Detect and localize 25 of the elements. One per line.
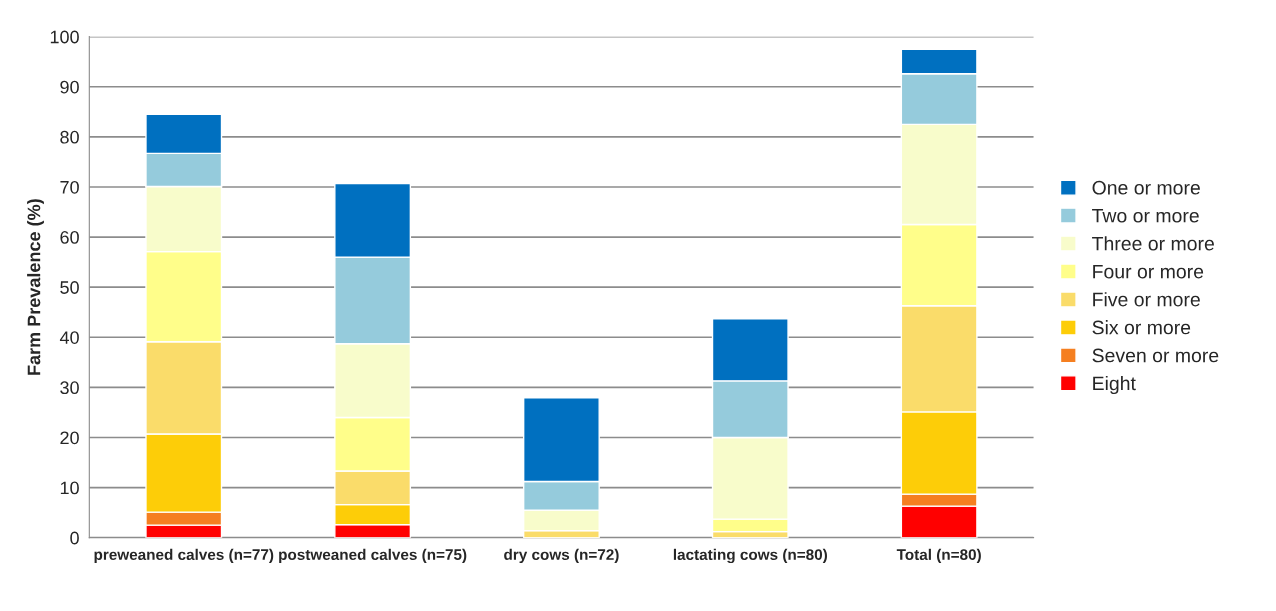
legend-label: Three or more [1092, 236, 1214, 251]
y-tick-label: 0 [70, 531, 79, 545]
y-tick-label: 30 [60, 381, 79, 395]
y-tick-label: 100 [50, 30, 79, 44]
y-tick-label: 70 [60, 180, 79, 194]
x-tick-label: preweaned calves (n=77) [94, 548, 274, 564]
x-tick-label: lactating cows (n=80) [673, 548, 828, 564]
x-tick-label: Total (n=80) [896, 548, 981, 564]
y-tick-label: 40 [59, 331, 79, 344]
legend-label: Five or more [1093, 292, 1200, 307]
y-tick-label: 50 [60, 281, 79, 294]
y-axis-title: Farm Prevalence (%) [27, 199, 44, 375]
x-tick-label: dry cows (n=72) [504, 548, 619, 564]
y-tick-label: 20 [60, 431, 79, 445]
legend-label: One or more [1092, 180, 1200, 195]
y-tick-label: 90 [60, 80, 79, 94]
legend-label: Six or more [1092, 320, 1191, 335]
legend-label: Four or more [1093, 264, 1204, 279]
legend-label: Eight [1093, 375, 1136, 395]
legend-label: Two or more [1092, 208, 1199, 223]
y-tick-label: 80 [60, 130, 79, 144]
legend-label: Seven or more [1092, 348, 1219, 363]
y-tick-label: 60 [60, 231, 79, 244]
x-tick-label: postweaned calves (n=75) [279, 548, 467, 564]
y-tick-label: 10 [60, 481, 79, 495]
